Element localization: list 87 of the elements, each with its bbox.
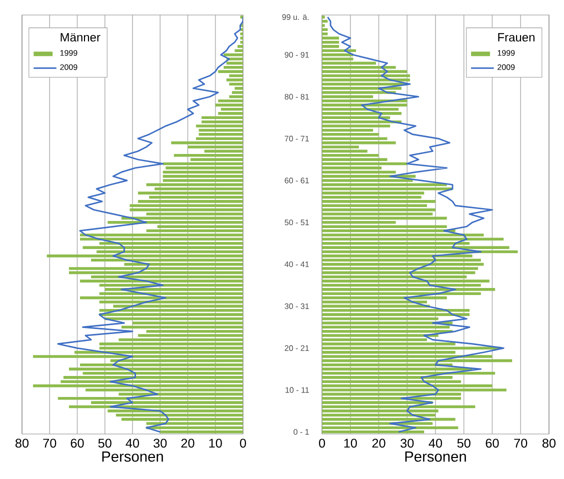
bar <box>322 322 453 324</box>
y-tick-label: 90 - 91 <box>284 52 309 58</box>
bar <box>162 170 243 174</box>
x-tick-label: 60 <box>486 438 499 448</box>
x-tick-label: 10 <box>209 438 222 448</box>
legend-title: Männer <box>60 33 100 42</box>
bar <box>322 388 506 392</box>
x-tick-label: 60 <box>70 438 84 448</box>
bar <box>198 133 243 136</box>
bar <box>202 116 243 120</box>
bar <box>322 288 496 291</box>
bar <box>322 313 470 316</box>
bar <box>166 166 243 170</box>
bar <box>58 396 243 400</box>
bar <box>322 200 436 203</box>
bar <box>46 254 243 258</box>
x-tick-label: 30 <box>154 438 167 448</box>
bar <box>196 124 243 128</box>
bar <box>322 104 408 106</box>
bar <box>322 280 490 282</box>
x-tick-label: 0 <box>318 438 326 448</box>
bar <box>33 355 243 358</box>
bar <box>138 192 243 194</box>
bar <box>322 70 408 73</box>
bar <box>130 204 243 208</box>
bar <box>80 234 243 236</box>
legend-label: 1999 <box>60 50 78 56</box>
bar <box>99 313 243 316</box>
y-tick-label: 30 - 31 <box>284 303 309 310</box>
x-tick-label: 80 <box>16 438 29 448</box>
y-tick-label: 20 - 21 <box>284 345 309 351</box>
bar <box>322 78 410 82</box>
y-tick-label: 60 - 61 <box>284 178 309 184</box>
x-axis-title: Personen <box>405 452 466 462</box>
bar <box>322 258 481 262</box>
x-tick-label: 40 <box>126 438 140 448</box>
y-tick-label: 70 - 71 <box>284 136 309 142</box>
x-tick-label: 30 <box>400 438 414 448</box>
y-tick-label: 10 - 11 <box>286 387 309 393</box>
bar <box>82 246 243 249</box>
bar <box>322 396 462 400</box>
x-tick-label: 70 <box>514 438 528 448</box>
bar <box>240 16 243 18</box>
bar <box>322 24 325 27</box>
x-tick-label: 80 <box>542 438 556 448</box>
bar <box>80 280 243 282</box>
y-tick-label: 99 u. ä. <box>282 14 309 20</box>
y-tick-label: 80 - 81 <box>284 94 309 100</box>
x-tick-label: 70 <box>43 438 56 448</box>
legend-label: 2009 <box>60 64 78 70</box>
bar <box>322 36 340 40</box>
bar <box>174 154 243 157</box>
bar <box>322 308 470 312</box>
bar <box>108 221 243 224</box>
bar <box>218 70 243 73</box>
x-tick-label: 20 <box>372 438 386 448</box>
bar <box>63 376 243 379</box>
bar <box>232 91 243 94</box>
bar <box>218 99 243 102</box>
bar <box>322 49 356 52</box>
bar <box>99 342 243 346</box>
legend-label: 1999 <box>498 50 515 56</box>
legend-label: 2009 <box>498 64 515 70</box>
bar <box>215 104 243 106</box>
bar <box>322 16 325 18</box>
x-axis-title: Personen <box>102 452 163 462</box>
legend-title: Frauen <box>498 33 534 42</box>
y-tick-label: 0 - 1 <box>294 429 309 435</box>
bar <box>322 187 453 190</box>
bar <box>68 267 243 270</box>
x-tick-label: 20 <box>181 438 194 448</box>
bar <box>229 82 243 86</box>
x-tick-label: 40 <box>428 438 442 448</box>
bar <box>68 368 243 370</box>
y-tick-label: 40 - 41 <box>284 261 309 268</box>
bar <box>240 36 243 40</box>
x-tick-label: 0 <box>240 438 246 448</box>
bar <box>99 308 243 312</box>
bar <box>237 45 243 48</box>
bar <box>322 346 501 350</box>
bar <box>226 78 243 82</box>
y-tick-label: 50 - 51 <box>284 220 309 226</box>
x-tick-label: 50 <box>98 438 112 448</box>
bar <box>322 82 408 86</box>
x-tick-label: 50 <box>457 438 470 448</box>
bar <box>322 112 402 115</box>
x-tick-label: 10 <box>344 438 357 448</box>
